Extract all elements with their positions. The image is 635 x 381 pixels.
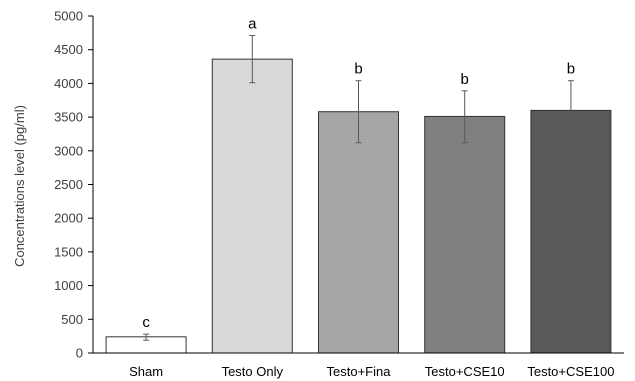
significance-label: a	[248, 16, 257, 33]
y-tick-label: 3500	[54, 110, 83, 125]
y-tick-label: 500	[61, 312, 83, 327]
significance-labels: c a b b b	[142, 16, 575, 332]
y-tick-label: 4000	[54, 76, 83, 91]
y-tick-label: 5000	[54, 9, 83, 24]
y-tick-label: 3000	[54, 143, 83, 158]
x-category-label: Testo+CSE100	[527, 364, 614, 379]
x-category-label: Testo+CSE10	[425, 364, 505, 379]
significance-label: c	[142, 314, 150, 331]
y-axis-ticks: 0 500 1000 1500 2000 2500 3000 3500 4000 4500 5000	[54, 9, 93, 361]
x-category-label: Sham	[129, 364, 163, 379]
bar	[211, 58, 293, 354]
y-axis-title: Concentrations level (pg/ml)	[12, 105, 27, 267]
y-tick-label: 1500	[54, 244, 83, 259]
y-tick-label: 0	[76, 346, 83, 361]
y-tick-label: 2000	[54, 211, 83, 226]
bar	[318, 111, 399, 354]
significance-label: b	[567, 61, 575, 78]
y-tick-label: 4500	[54, 42, 83, 57]
error-bars	[143, 35, 574, 341]
y-tick-label: 1000	[54, 278, 83, 293]
x-category-label: Testo+Fina	[327, 364, 392, 379]
bars	[105, 58, 612, 354]
significance-label: b	[354, 61, 362, 78]
significance-label: b	[461, 71, 469, 88]
x-category-label: Testo Only	[222, 364, 284, 379]
y-tick-label: 2500	[54, 177, 83, 192]
bar	[530, 109, 612, 354]
x-axis-categories: Sham Testo Only Testo+Fina Testo+CSE10 Testo…	[129, 364, 614, 379]
bar	[424, 115, 506, 354]
